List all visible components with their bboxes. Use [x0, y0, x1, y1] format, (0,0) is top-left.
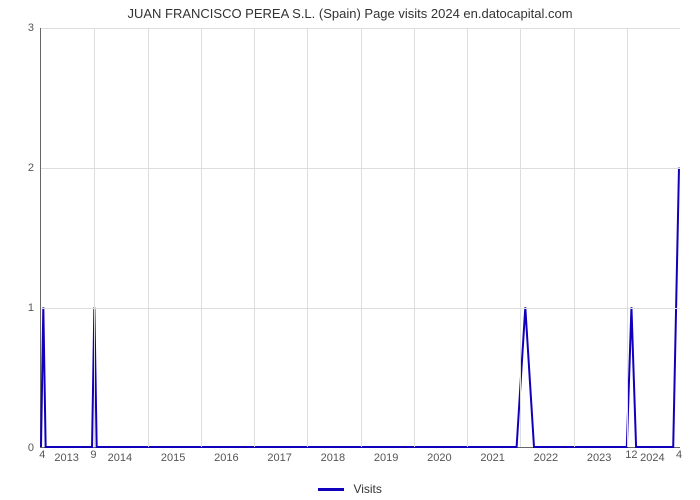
- x-tick-label: 2013: [54, 452, 78, 464]
- gridline-vertical: [467, 28, 468, 447]
- gridline-vertical: [627, 28, 628, 447]
- legend: Visits: [0, 481, 700, 496]
- gridline-vertical: [254, 28, 255, 447]
- y-tick-label: 1: [4, 302, 34, 314]
- gridline-vertical: [361, 28, 362, 447]
- plot-area: [40, 28, 680, 448]
- x-tick-label: 2019: [374, 452, 398, 464]
- gridline-vertical: [201, 28, 202, 447]
- legend-swatch: [318, 488, 344, 491]
- legend-label: Visits: [353, 482, 381, 496]
- gridline-vertical: [94, 28, 95, 447]
- gridline-vertical: [148, 28, 149, 447]
- spike-value-label: 4: [39, 449, 45, 461]
- gridline-vertical: [520, 28, 521, 447]
- x-tick-label: 2017: [267, 452, 291, 464]
- x-tick-label: 2024: [640, 452, 664, 464]
- spike-value-label: 4: [676, 449, 682, 461]
- gridline-vertical: [414, 28, 415, 447]
- x-tick-label: 2015: [161, 452, 185, 464]
- x-tick-label: 2014: [108, 452, 132, 464]
- y-tick-label: 0: [4, 442, 34, 454]
- spike-value-label: 12: [625, 449, 637, 461]
- x-tick-label: 2023: [587, 452, 611, 464]
- x-tick-label: 2021: [480, 452, 504, 464]
- gridline-vertical: [574, 28, 575, 447]
- y-tick-label: 2: [4, 162, 34, 174]
- y-tick-label: 3: [4, 22, 34, 34]
- x-tick-label: 2016: [214, 452, 238, 464]
- x-tick-label: 2022: [534, 452, 558, 464]
- x-tick-label: 2020: [427, 452, 451, 464]
- gridline-vertical: [307, 28, 308, 447]
- spike-value-label: 9: [90, 449, 96, 461]
- x-tick-label: 2018: [321, 452, 345, 464]
- chart-title: JUAN FRANCISCO PEREA S.L. (Spain) Page v…: [0, 6, 700, 21]
